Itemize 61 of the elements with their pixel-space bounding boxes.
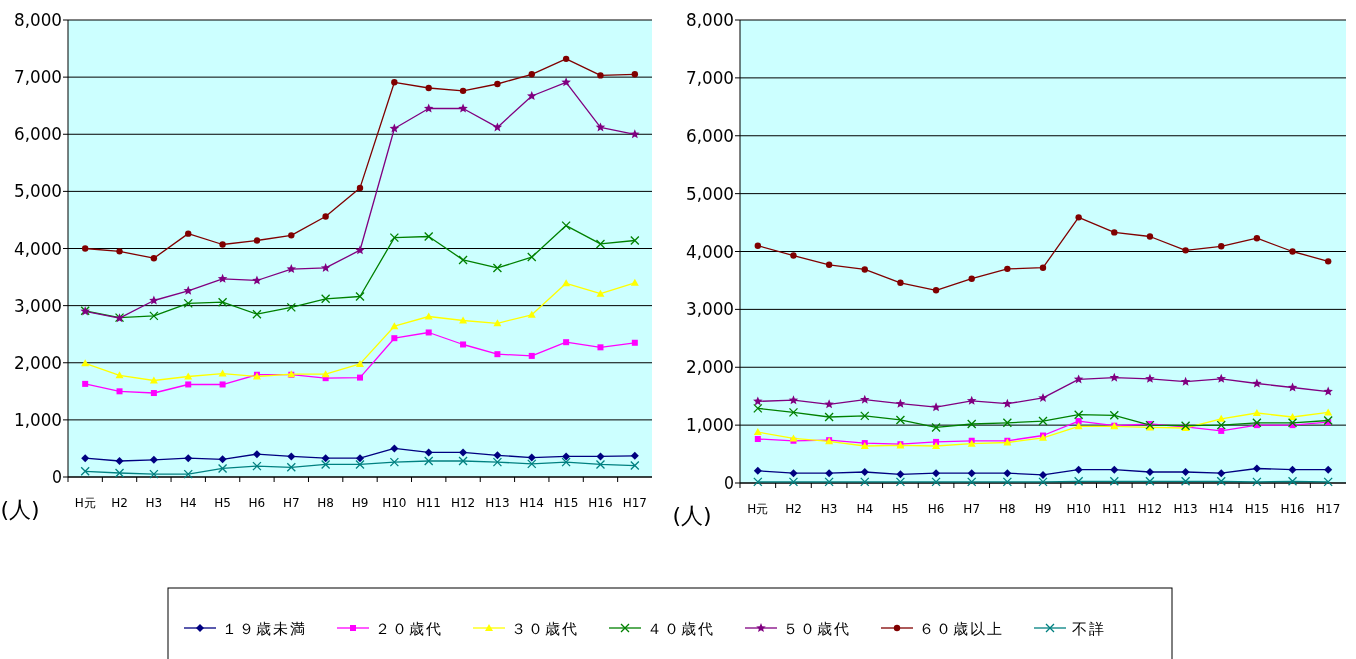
x-tick-label: H6 — [248, 496, 266, 510]
x-tick-label: H3 — [145, 496, 163, 510]
legend-label: ４０歳代 — [647, 620, 715, 638]
y-tick-label: 6,000 — [686, 125, 735, 146]
legend-label: ３０歳代 — [511, 620, 579, 638]
y-tick-label: 1,000 — [686, 415, 735, 436]
legend-label: ６０歳以上 — [919, 620, 1004, 638]
legend-label: ２０歳代 — [375, 620, 443, 638]
x-tick-label: H4 — [856, 502, 874, 516]
x-tick-label: H9 — [351, 496, 369, 510]
x-tick-label: H10 — [1066, 502, 1091, 516]
x-tick-label: H6 — [927, 502, 945, 516]
y-axis-title: (人) — [0, 497, 40, 522]
y-tick-label: 2,000 — [14, 352, 63, 373]
y-tick-label: 1,000 — [14, 409, 63, 430]
x-tick-label: H9 — [1034, 502, 1052, 516]
x-tick-label: H17 — [1316, 502, 1341, 516]
y-tick-label: 6,000 — [14, 124, 63, 145]
x-tick-label: H10 — [382, 496, 407, 510]
x-tick-label: H13 — [1173, 502, 1198, 516]
x-tick-label: H11 — [416, 496, 441, 510]
x-tick-label: H7 — [282, 496, 300, 510]
x-tick-label: H5 — [214, 496, 231, 510]
x-tick-label: H8 — [317, 496, 334, 510]
x-tick-label: H4 — [179, 496, 197, 510]
y-tick-label: 7,000 — [14, 67, 63, 88]
x-tick-label: H16 — [588, 496, 613, 510]
x-tick-label: H13 — [485, 496, 510, 510]
x-tick-label: H11 — [1102, 502, 1127, 516]
y-tick-label: 3,000 — [686, 299, 735, 320]
x-tick-label: H5 — [892, 502, 909, 516]
legend-label: ５０歳代 — [783, 620, 851, 638]
x-tick-label: H14 — [1209, 502, 1234, 516]
y-tick-label: 5,000 — [14, 181, 63, 202]
y-tick-label: 0 — [724, 473, 735, 493]
x-tick-label: H15 — [553, 496, 579, 510]
legend-label: 不詳 — [1072, 620, 1106, 638]
y-tick-label: 2,000 — [686, 357, 735, 378]
x-tick-label: H17 — [622, 496, 647, 510]
y-axis-title: (人) — [672, 503, 712, 528]
x-tick-label: H7 — [963, 502, 981, 516]
x-tick-label: H3 — [820, 502, 838, 516]
x-tick-label: H12 — [1137, 502, 1163, 516]
y-tick-label: 5,000 — [686, 183, 735, 204]
x-tick-label: H15 — [1244, 502, 1270, 516]
x-tick-label: H14 — [519, 496, 544, 510]
x-tick-label: H12 — [450, 496, 476, 510]
x-tick-label: H8 — [999, 502, 1016, 516]
y-tick-label: 0 — [52, 467, 63, 487]
y-tick-label: 8,000 — [686, 10, 735, 30]
legend-label: １９歳未満 — [222, 620, 307, 638]
y-tick-label: 4,000 — [686, 241, 735, 262]
x-tick-label: H2 — [785, 502, 802, 516]
y-tick-label: 8,000 — [14, 10, 63, 30]
x-tick-label: H元 — [74, 496, 96, 510]
x-tick-label: H2 — [111, 496, 128, 510]
y-tick-label: 3,000 — [14, 295, 63, 316]
x-tick-label: H元 — [747, 502, 769, 516]
y-tick-label: 4,000 — [14, 238, 63, 259]
x-tick-label: H16 — [1280, 502, 1305, 516]
y-tick-label: 7,000 — [686, 67, 735, 88]
